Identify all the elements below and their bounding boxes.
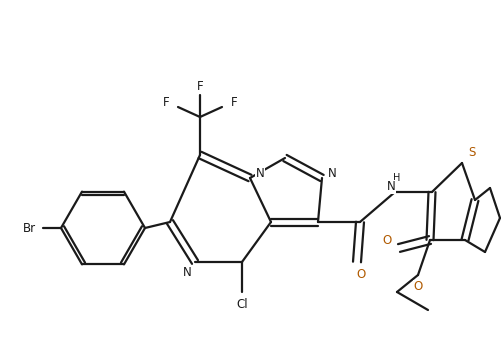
Text: N: N bbox=[182, 266, 191, 279]
Text: Br: Br bbox=[23, 222, 36, 235]
Text: N: N bbox=[327, 167, 336, 180]
Text: O: O bbox=[412, 281, 422, 294]
Text: N: N bbox=[255, 167, 264, 180]
Text: F: F bbox=[162, 97, 169, 109]
Text: S: S bbox=[467, 147, 475, 160]
Text: Cl: Cl bbox=[235, 297, 247, 311]
Text: N: N bbox=[386, 180, 395, 193]
Text: O: O bbox=[382, 234, 391, 247]
Text: F: F bbox=[196, 80, 203, 93]
Text: H: H bbox=[392, 173, 400, 183]
Text: O: O bbox=[356, 267, 365, 281]
Text: F: F bbox=[230, 97, 237, 109]
